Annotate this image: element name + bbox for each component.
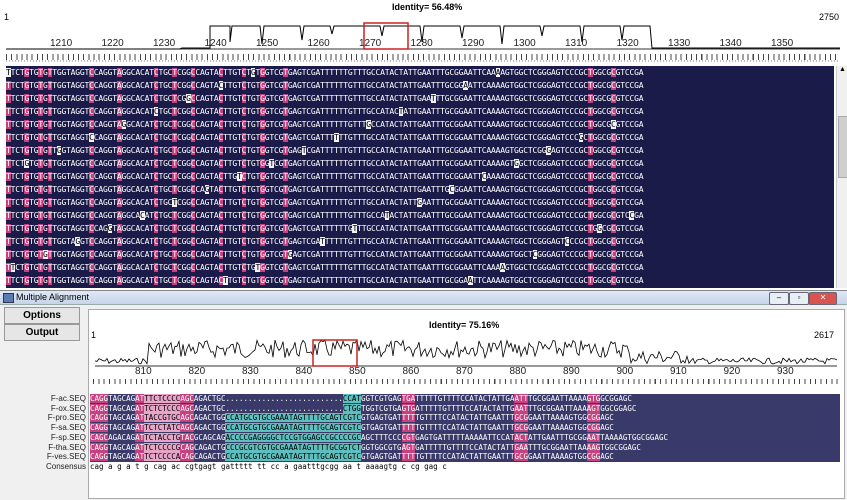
bottom-ruler-tick: 820	[188, 366, 206, 377]
top-sequence-row: TTCTGTGTGTTGGTAGGTCCAGGTAGGCACATCTGCTCGG…	[6, 68, 644, 77]
top-ruler-tick: 1330	[668, 38, 691, 49]
top-sequence-row: TTCTGTGTGTTGGTAGGTCCAGGTAGGCACATCTGCTCGG…	[6, 250, 644, 259]
bottom-ruler-tick: 810	[135, 366, 152, 377]
top-sequence-row: TTCTGTGTGTTGGTAGGTCCAGGTAGGCACATCTGCTCGG…	[6, 224, 644, 233]
bottom-ruler-tick: 890	[563, 366, 580, 377]
window-titlebar[interactable]: Multiple Alignment – ▫ ✕	[0, 291, 847, 305]
sequence-name[interactable]: F-tha.SEQ	[48, 442, 86, 452]
bottom-identity-label: Identity= 75.16%	[429, 320, 500, 330]
top-sequence-row: TTCTGTGTGTTGGTAGGTCCAGGTAGGCACATCTGCTCGG…	[6, 94, 644, 103]
options-button[interactable]: Options	[4, 307, 80, 324]
output-button[interactable]: Output	[4, 324, 80, 341]
top-ruler-tick: 1290	[462, 38, 485, 49]
bottom-start-pos: 1	[91, 330, 97, 340]
consensus-row: cag a g a t g cag ac cgtgagt gattttt tt …	[90, 461, 840, 472]
bottom-ruler-tick: 920	[723, 366, 741, 377]
top-sequence-row: TTCTGTGTGTTGGTAGGTCCAGGTAGGCACATCTGCTCGG…	[6, 276, 644, 285]
top-sequence-row: TTCTGTGTGTTGGTAGGTCCAGGTAGGCACATCTGCTCGG…	[6, 185, 644, 194]
sequence-row: CAGGTAGCAGATTCTCTCCCAGCAGACTGC..........…	[90, 403, 840, 414]
top-ruler-tick: 1280	[410, 38, 433, 49]
bottom-ruler-tick: 910	[670, 366, 687, 377]
top-sequence-row: TTCTGTGTGTTGGTAGGTCCAGGTAGGCACATCTGCTCGG…	[6, 237, 644, 246]
sequence-row: CAGGTAGCAGATTACCGTGCAGCAGACTGGCCATGCGTGC…	[90, 413, 840, 424]
minimize-icon[interactable]: –	[769, 292, 789, 305]
top-selection-box	[363, 22, 409, 50]
top-ruler-tick: 1250	[256, 38, 279, 49]
top-ruler-line	[6, 54, 836, 60]
bottom-ruler-tick: 830	[242, 366, 259, 377]
bottom-ruler-tick: 930	[777, 366, 794, 377]
multiple-alignment-window: Multiple Alignment – ▫ ✕ Options Output …	[0, 290, 847, 500]
top-ruler-tick: 1300	[513, 38, 536, 49]
top-sequence-row: TTCTGTGTGTTGGTAGGTCCAGGTAGGCACATCTGCTCGG…	[6, 159, 644, 168]
top-sequence-row: TTCTGTGTGTTGGTAGGTCCAGGTAGGCACATCTGCTCGG…	[6, 107, 644, 116]
bottom-ruler-tick: 870	[456, 366, 473, 377]
top-start-pos: 1	[4, 12, 10, 22]
top-end-pos: 2750	[819, 12, 840, 22]
sequence-row: CAGGTAGCAGATTCTCCCCACAGCAGACTGCCATGCGTGC…	[90, 452, 840, 463]
sequence-name[interactable]: F-pro.SEQ	[47, 413, 86, 423]
maximize-icon[interactable]: ▫	[789, 292, 809, 305]
bottom-selection-box	[312, 339, 358, 367]
scroll-thumb[interactable]	[838, 116, 847, 178]
sequence-name[interactable]: F-sa.SEQ	[50, 423, 86, 433]
bottom-end-pos: 2617	[814, 330, 835, 340]
sequence-name[interactable]: F-ac.SEQ	[50, 394, 86, 403]
sequence-row: CAGGTAGCAGATTCTCTATCAGCAGACTGGCCATGCGTGC…	[90, 423, 840, 434]
sequence-row: CAGGTAGCAGATTTCTCCCCAGCAGACTGC..........…	[90, 394, 840, 404]
sequence-name[interactable]: F-ox.SEQ	[50, 403, 86, 413]
top-sequence-row: TTCTGTGTGTTGGTAGGTCCAGGTAGGCACATCTGCTCGG…	[6, 81, 644, 90]
top-identity-plot[interactable]	[0, 14, 847, 62]
scroll-up-icon[interactable]: ▲	[839, 66, 846, 73]
bottom-ruler-tick: 880	[509, 366, 527, 377]
bottom-identity-plot[interactable]	[89, 328, 844, 378]
top-ruler-tick: 1230	[153, 38, 176, 49]
top-ruler-tick: 1350	[771, 38, 794, 49]
top-vertical-scrollbar[interactable]: ▲	[836, 66, 847, 288]
top-ruler-tick: 1240	[204, 38, 227, 49]
top-sequence-row: TTCTGTGTGTTGGTAGGTCCAGGTAGGCACATCTGCTCGG…	[6, 133, 644, 142]
top-ruler-tick: 1260	[307, 38, 330, 49]
top-sequence-row: TTCTGTGTGTTGGTAGGTCCAGGTAGGCACATCTGCTCGG…	[6, 146, 644, 155]
top-sequence-row: TTCTGTGTGTTGGTAGGTCCAGGTAGGCACATCTGCTCGG…	[6, 120, 644, 129]
bottom-ruler-tick: 860	[402, 366, 420, 377]
top-sequence-row: TTCTGTGTGTTGGTAGGTCCAGGTAGGCACATCTGCTCGG…	[6, 211, 644, 220]
top-ruler-tick: 1320	[616, 38, 639, 49]
bottom-ruler-tick: 900	[616, 366, 634, 377]
top-ruler-tick: 1340	[719, 38, 742, 49]
top-ruler: 1210 1220 1230 1240 1250 1260 1270 1280 1290 1300…	[0, 38, 847, 65]
bottom-ruler-tick: 840	[295, 366, 313, 377]
sequence-name[interactable]: F-ves.SEQ	[46, 452, 86, 462]
window-title: Multiple Alignment	[16, 292, 90, 302]
top-sequence-grid[interactable]: TTCTGTGTGTTGGTAGGTCCAGGTAGGCACATCTGCTCGG…	[6, 66, 834, 288]
top-ruler-tick: 1310	[565, 38, 588, 49]
sequence-row: CAGCAGACAGATTCTACCTGTACGCAGCAGACCCCGAGGG…	[90, 432, 840, 443]
sequence-row: CAGGTAGCAGATTCTCCCCGCAGCAGACTGCCCGCGTCGT…	[90, 442, 840, 453]
top-sequence-row: TTCTGTGTGTTGGTAGGTCCAGGTAGGCACATCTGCTCGG…	[6, 198, 644, 207]
app-icon	[3, 293, 14, 303]
top-ruler-tick: 1270	[359, 38, 382, 49]
bottom-ruler: 810 820 830 840 850 860 870 880 890 900 910 920 930	[89, 366, 844, 384]
top-identity-label: Identity= 56.48%	[392, 2, 463, 12]
top-sequence-row: TTCTGTGTGTTGGTAGGTCCAGGTAGGCACATCTGCTCGG…	[6, 172, 644, 181]
top-alignment-view: Identity= 56.48% 1 2750 1210 1220 1230 1240…	[0, 2, 847, 288]
top-ruler-tick: 1210	[50, 38, 73, 49]
sequence-name[interactable]: F-sp.SEQ	[50, 432, 86, 442]
top-ruler-tick: 1220	[101, 38, 124, 49]
close-icon[interactable]: ✕	[809, 292, 837, 305]
bottom-ruler-tick: 850	[349, 366, 366, 377]
top-sequence-row: TTCTGTGTGTTGGTAGGTCCAGGTAGGCACATCTGCTCGG…	[6, 263, 644, 272]
bottom-ruler-line	[93, 379, 841, 384]
sequence-name[interactable]: Consensus	[45, 461, 86, 471]
